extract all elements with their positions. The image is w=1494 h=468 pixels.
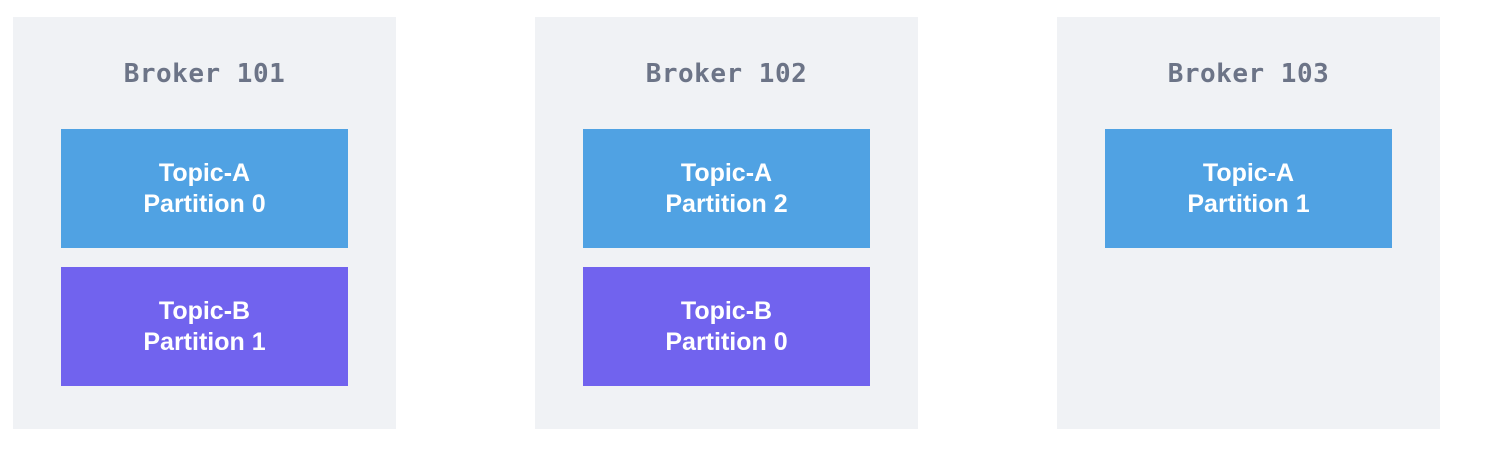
- broker-box: Broker 103 Topic-A Partition 1: [1057, 17, 1440, 429]
- broker-title: Broker 103: [1167, 59, 1330, 89]
- partition-label: Partition 0: [665, 327, 788, 356]
- broker-title: Broker 101: [123, 59, 286, 89]
- topic-label: Topic-A: [1202, 158, 1295, 187]
- topic-label: Topic-B: [158, 296, 251, 325]
- broker-title: Broker 102: [645, 59, 808, 89]
- topic-label: Topic-A: [680, 158, 773, 187]
- partition-box: Topic-B Partition 1: [61, 267, 348, 386]
- partition-label: Partition 1: [1187, 189, 1310, 218]
- partition-label: Partition 0: [143, 189, 266, 218]
- topic-label: Topic-B: [680, 296, 773, 325]
- topic-label: Topic-A: [158, 158, 251, 187]
- partition-box: Topic-A Partition 0: [61, 129, 348, 248]
- broker-box: Broker 102 Topic-A Partition 2 Topic-B P…: [535, 17, 918, 429]
- partition-box: Topic-B Partition 0: [583, 267, 870, 386]
- partition-label: Partition 1: [143, 327, 266, 356]
- partition-box: Topic-A Partition 1: [1105, 129, 1392, 248]
- partition-box: Topic-A Partition 2: [583, 129, 870, 248]
- partition-label: Partition 2: [665, 189, 788, 218]
- broker-box: Broker 101 Topic-A Partition 0 Topic-B P…: [13, 17, 396, 429]
